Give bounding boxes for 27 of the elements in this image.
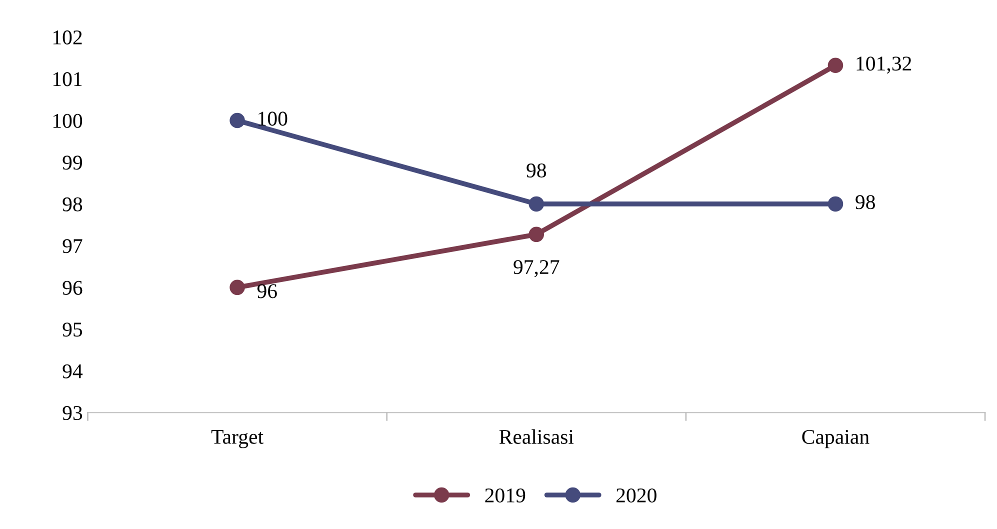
- point: [230, 280, 245, 296]
- point: [528, 226, 544, 242]
- legend-label: 2019: [485, 488, 526, 502]
- x-tick-label: Realisasi: [499, 429, 574, 444]
- y-tick-label: 96: [62, 280, 82, 295]
- y-tick-label: 102: [53, 30, 82, 44]
- data-label: 101,32: [856, 56, 912, 74]
- legend-label: 2020: [616, 488, 656, 502]
- point: [528, 196, 544, 212]
- y-tick-label: 101: [53, 72, 82, 86]
- y-tick-label: 97: [62, 239, 82, 254]
- data-label: 98: [526, 163, 546, 178]
- data-label: 100: [258, 112, 288, 126]
- x-tick-label: Target: [211, 430, 264, 448]
- y-tick-label: 94: [62, 364, 83, 378]
- y-tick-label: 98: [62, 197, 82, 212]
- y-tick-label: 100: [53, 114, 82, 128]
- data-label: 96: [257, 284, 277, 298]
- point: [828, 196, 844, 212]
- data-label: 98: [856, 195, 875, 210]
- point: [230, 112, 245, 128]
- data-label: 97,27: [514, 260, 560, 278]
- x-tick-label: Capaian: [802, 430, 870, 448]
- point: [828, 58, 844, 74]
- y-tick-label: 93: [62, 406, 82, 420]
- y-tick-label: 99: [62, 156, 82, 170]
- y-tick-label: 95: [62, 322, 82, 337]
